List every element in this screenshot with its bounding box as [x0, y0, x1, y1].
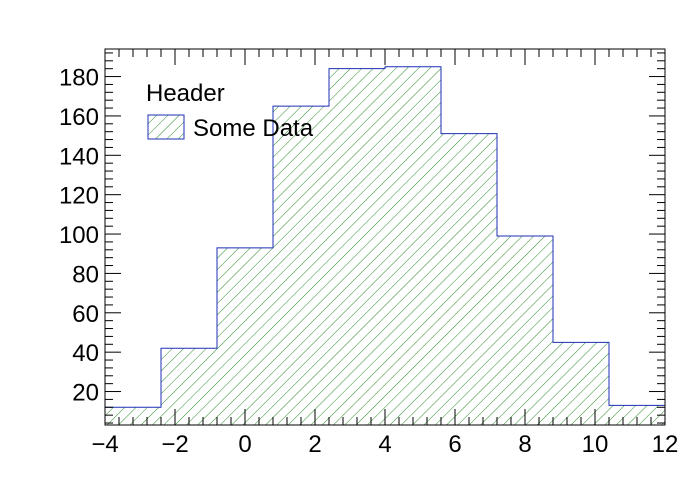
histogram-bar — [441, 133, 497, 425]
histogram-bars — [105, 66, 665, 426]
y-tick-label: 140 — [59, 143, 99, 170]
y-tick-label: 80 — [72, 261, 99, 288]
legend-swatch-some-data — [147, 114, 185, 140]
legend-header: Header — [146, 80, 225, 107]
x-tick-label: −4 — [91, 431, 118, 458]
x-tick-label: 10 — [582, 431, 609, 458]
y-tick-label: 180 — [59, 65, 99, 92]
y-tick-label: 120 — [59, 183, 99, 210]
y-tick-label: 60 — [72, 301, 99, 328]
histogram-bar — [329, 68, 385, 426]
x-tick-label: −2 — [161, 431, 188, 458]
legend-label-some-data: Some Data — [193, 115, 314, 142]
x-tick-label: 0 — [238, 431, 251, 458]
y-tick-label: 160 — [59, 104, 99, 131]
histogram-bar — [385, 66, 441, 425]
x-axis-tick-labels: −4 −2 0 2 4 6 8 10 12 — [91, 431, 678, 458]
y-tick-label: 100 — [59, 222, 99, 249]
y-tick-label: 40 — [72, 340, 99, 367]
x-tick-label: 4 — [378, 431, 391, 458]
x-tick-label: 2 — [308, 431, 321, 458]
x-tick-label: 12 — [652, 431, 679, 458]
legend: Header Some Data — [146, 80, 314, 142]
x-tick-label: 8 — [518, 431, 531, 458]
y-axis-tick-labels: 20 40 60 80 100 120 140 160 180 — [59, 65, 99, 407]
histogram-bar — [217, 247, 273, 425]
histogram-bar — [497, 236, 553, 425]
histogram-bar — [273, 106, 329, 426]
histogram-bar — [553, 342, 609, 425]
x-tick-label: 6 — [448, 431, 461, 458]
axis-ticks — [104, 49, 666, 425]
histogram-bar — [161, 348, 217, 425]
histogram-outline — [105, 66, 665, 408]
y-tick-label: 20 — [72, 380, 99, 407]
